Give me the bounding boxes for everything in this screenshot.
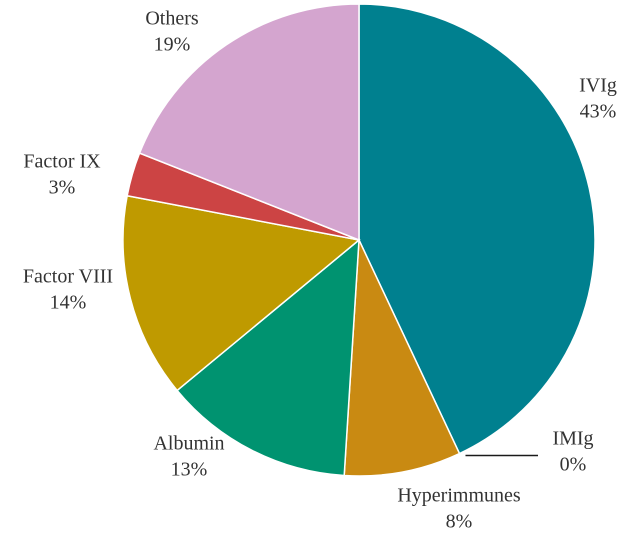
- slice-label: IVIg: [579, 75, 617, 97]
- slice-label: Factor IX: [23, 151, 101, 173]
- slice-value-label: 19%: [154, 34, 191, 56]
- slice-value-label: 13%: [171, 459, 208, 481]
- slice-value-label: 43%: [580, 101, 617, 123]
- slice-label: Albumin: [153, 433, 224, 455]
- pie-slice: [122, 194, 361, 392]
- slice-value-label: 3%: [49, 177, 76, 199]
- pie-slice: [343, 239, 461, 477]
- slice-value-label: 0%: [560, 454, 587, 476]
- pie-slice: [176, 238, 360, 477]
- pie-slice: [358, 3, 596, 455]
- slice-value-label: 14%: [50, 292, 87, 314]
- pie-slice: [138, 3, 360, 242]
- slice-label: IMIg: [552, 428, 593, 450]
- slice-label: Factor VIII: [23, 266, 113, 288]
- slice-value-label: 8%: [446, 511, 473, 533]
- slice-label: Hyperimmunes: [397, 485, 521, 507]
- slice-label: Others: [145, 8, 199, 30]
